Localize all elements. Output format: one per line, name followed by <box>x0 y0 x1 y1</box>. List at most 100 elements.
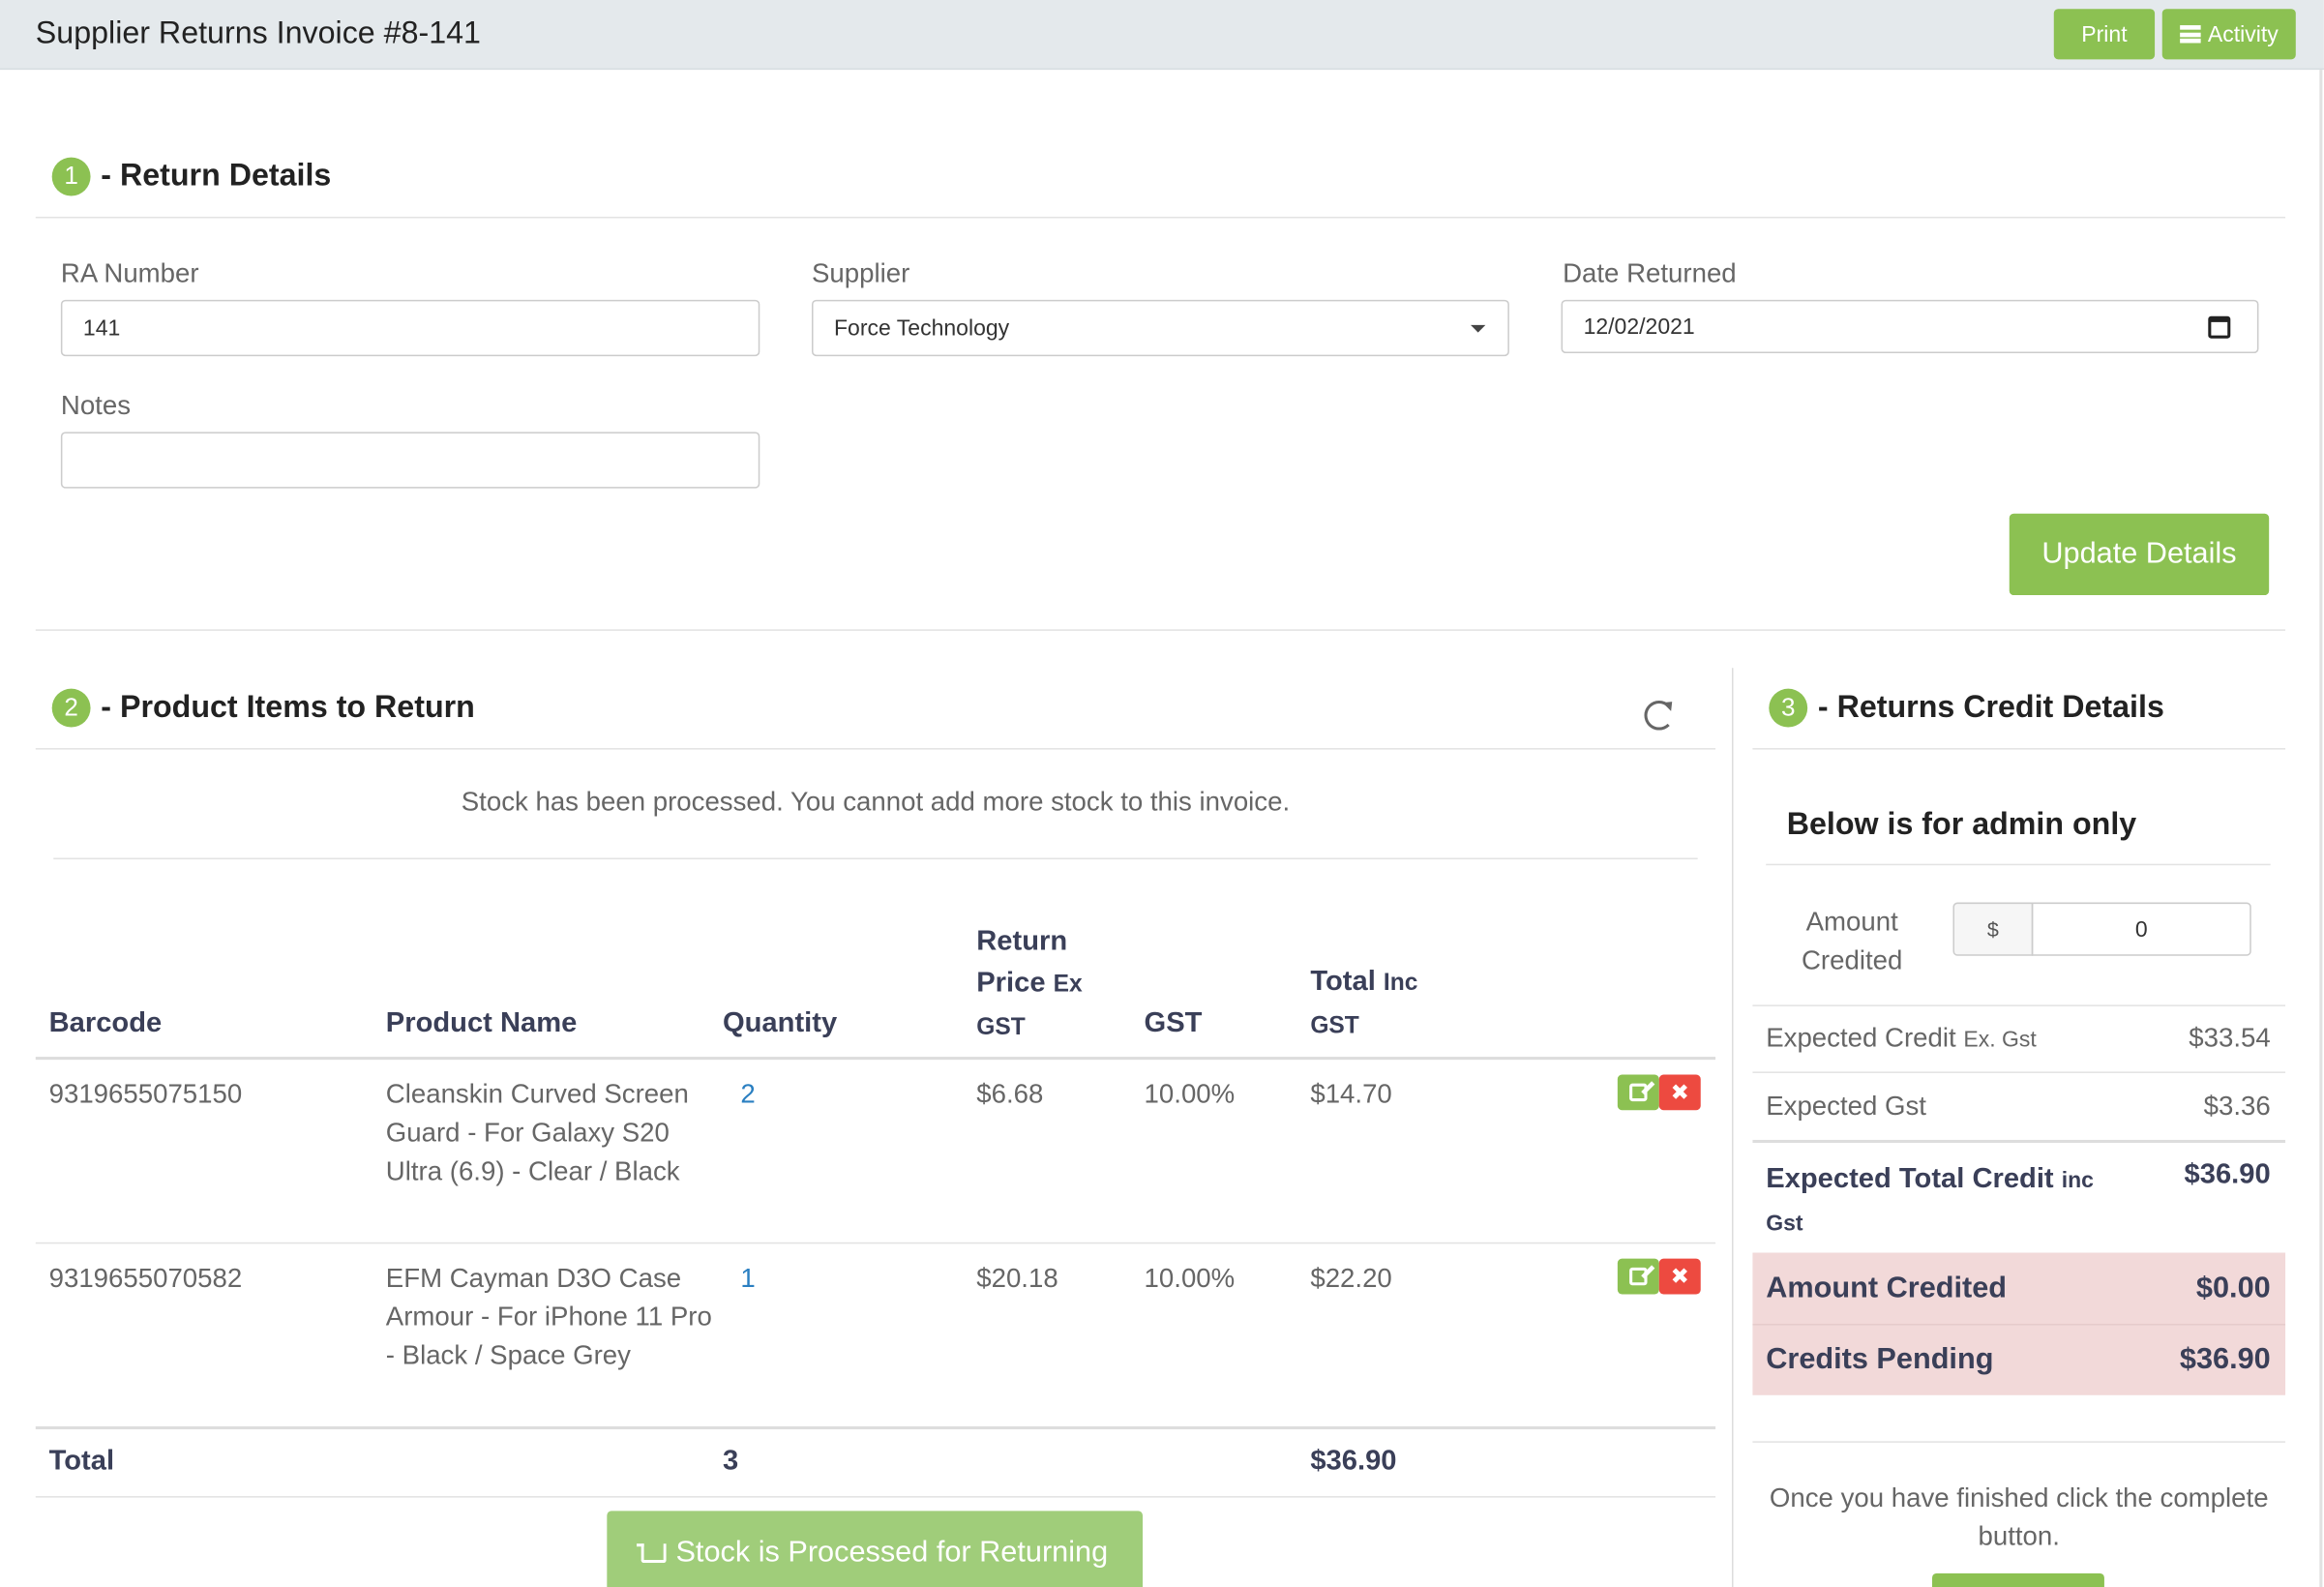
row-barcode: 9319655070582 <box>48 1263 243 1293</box>
col-product-name: Product Name <box>385 1007 578 1039</box>
amount-credited-summary-label: Amount Credited <box>1766 1272 2008 1305</box>
section-returns-credit-heading: 3 - Returns Credit Details <box>1769 688 2164 728</box>
row-product-name: Cleanskin Curved Screen Guard - For Gala… <box>385 1079 689 1186</box>
col-total-inc-gst: Total Inc GST <box>1310 962 1417 1048</box>
chevron-down-icon <box>1470 324 1486 333</box>
date-value: 12/02/2021 <box>1583 314 1695 340</box>
calendar-icon[interactable] <box>2208 315 2231 339</box>
expected-total-label: Expected Total Credit inc Gst <box>1766 1159 2122 1245</box>
notes-input[interactable] <box>60 432 760 489</box>
top-bar: Supplier Returns Invoice #8-141 Print Ac… <box>0 0 2324 71</box>
step-badge: 1 <box>51 157 91 196</box>
date-returned-label: Date Returned <box>1563 257 1737 288</box>
row-total: $22.20 <box>1310 1263 1392 1293</box>
complete-button[interactable] <box>1932 1572 2104 1587</box>
close-icon: ✖ <box>1670 1264 1689 1290</box>
delete-row-button[interactable]: ✖ <box>1658 1074 1701 1111</box>
row-quantity-link[interactable]: 1 <box>740 1263 756 1293</box>
supplier-label: Supplier <box>811 257 910 288</box>
expected-gst-label: Expected Gst <box>1766 1091 1926 1122</box>
expected-credit-value: $33.54 <box>2189 1022 2271 1053</box>
amount-credited-input-label: Amount Credited <box>1801 907 1903 975</box>
row-gst: 10.00% <box>1144 1079 1236 1109</box>
divider <box>35 1496 1716 1498</box>
expected-total-inc: inc <box>2061 1168 2094 1194</box>
step-badge: 2 <box>51 688 91 728</box>
col-return-price-gst: GST <box>976 1015 1026 1041</box>
section-title: - Product Items to Return <box>101 690 475 725</box>
col-return-price-line1: Return <box>976 926 1068 958</box>
row-product-name: EFM Cayman D3O Case Armour - For iPhone … <box>385 1263 712 1370</box>
expected-credit-label: Expected Credit Ex. Gst <box>1766 1023 2037 1054</box>
print-button[interactable]: Print <box>2053 9 2156 60</box>
amount-credited-row <box>1752 1252 2286 1325</box>
col-total-gst: GST <box>1310 1013 1359 1039</box>
page-title: Supplier Returns Invoice #8-141 <box>35 15 481 51</box>
divider <box>35 216 2286 219</box>
col-quantity: Quantity <box>722 1007 838 1039</box>
delete-row-button[interactable]: ✖ <box>1658 1258 1701 1295</box>
divider <box>35 1425 1716 1430</box>
close-icon: ✖ <box>1670 1080 1689 1106</box>
col-return-price-line2: Price <box>976 968 1046 1000</box>
total-quantity: 3 <box>722 1445 739 1478</box>
stock-processed-notice: Stock has been processed. You cannot add… <box>461 786 1291 817</box>
cart-icon <box>637 1542 668 1563</box>
activity-label: Activity <box>2207 21 2279 47</box>
divider <box>1752 1441 2286 1443</box>
col-total-inc: Inc <box>1383 971 1418 997</box>
row-gst: 10.00% <box>1144 1263 1236 1293</box>
date-returned-input[interactable]: 12/02/2021 <box>1561 299 2259 354</box>
credits-pending-label: Credits Pending <box>1766 1343 1994 1376</box>
edit-icon <box>1629 1267 1648 1286</box>
edit-row-button[interactable] <box>1617 1258 1659 1295</box>
amount-credited-summary-value: $0.00 <box>2195 1272 2271 1305</box>
expected-gst-value: $3.36 <box>2203 1091 2271 1122</box>
finish-instructions: Once you have finished click the complet… <box>1769 1482 2269 1551</box>
stock-processed-button[interactable]: Stock is Processed for Returning <box>607 1511 1144 1587</box>
admin-only-heading: Below is for admin only <box>1786 807 2137 842</box>
col-total-line1: Total <box>1310 966 1376 998</box>
row-quantity-link[interactable]: 2 <box>740 1079 756 1109</box>
col-return-price: Return Price Ex GST <box>976 921 1082 1049</box>
row-total: $14.70 <box>1310 1079 1392 1109</box>
activity-button[interactable]: Activity <box>2161 9 2296 60</box>
col-barcode: Barcode <box>48 1007 163 1039</box>
divider <box>1752 748 2286 750</box>
update-details-button[interactable]: Update Details <box>2009 513 2270 596</box>
credits-pending-value: $36.90 <box>2179 1343 2271 1376</box>
row-return-price: $6.68 <box>976 1079 1044 1109</box>
list-icon <box>2179 25 2201 44</box>
stock-button-label: Stock is Processed for Returning <box>675 1535 1109 1569</box>
supplier-select[interactable]: Force Technology <box>811 299 1509 357</box>
divider <box>35 748 1716 750</box>
divider <box>1752 1004 2286 1006</box>
divider <box>1752 1324 2286 1326</box>
total-label: Total <box>48 1445 115 1478</box>
ra-number-input[interactable]: 141 <box>60 299 760 357</box>
table-header-divider <box>35 1057 1716 1061</box>
refresh-icon[interactable] <box>1644 700 1675 731</box>
row-return-price: $20.18 <box>976 1263 1058 1293</box>
supplier-value: Force Technology <box>833 314 1010 342</box>
column-divider <box>1731 668 1734 1587</box>
credits-pending-row <box>1752 1325 2286 1395</box>
currency-addon: $ <box>1952 902 2034 956</box>
divider <box>1752 1139 2286 1144</box>
notes-label: Notes <box>60 390 132 421</box>
total-amount: $36.90 <box>1310 1445 1397 1478</box>
divider <box>1766 863 2271 866</box>
scrollbar-track[interactable] <box>2319 70 2323 1587</box>
edit-row-button[interactable] <box>1617 1074 1659 1111</box>
divider <box>35 629 2286 631</box>
col-gst: GST <box>1144 1007 1203 1039</box>
divider <box>53 857 1698 860</box>
expected-credit-suffix: Ex. Gst <box>1963 1027 2037 1053</box>
expected-total-value: $36.90 <box>2184 1158 2271 1191</box>
row-barcode: 9319655075150 <box>48 1079 243 1109</box>
amount-credited-input[interactable]: 0 <box>2031 902 2251 956</box>
section-product-items-heading: 2 - Product Items to Return <box>51 688 475 728</box>
edit-icon <box>1629 1083 1648 1102</box>
expected-total-text: Expected Total Credit <box>1766 1163 2054 1195</box>
